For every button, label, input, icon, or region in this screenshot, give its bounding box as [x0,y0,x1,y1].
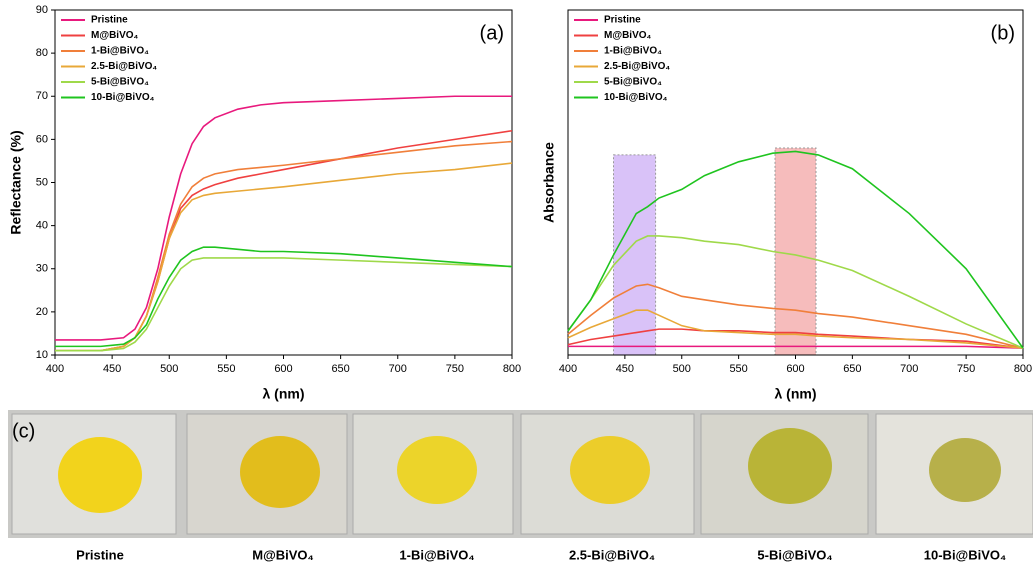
legend-label: 1-Bi@BiVO₄ [604,46,662,57]
legend-label: 1-Bi@BiVO₄ [91,46,149,57]
x-tick-label: 700 [389,363,407,375]
x-tick-label: 800 [503,363,521,375]
x-tick-label: 600 [786,363,804,375]
series-line [55,142,512,351]
y-tick-label: 90 [36,4,48,16]
x-tick-label: 650 [843,363,861,375]
photo-sample [570,436,650,504]
series-line [55,96,512,340]
y-tick-label: 40 [36,220,48,232]
x-tick-label: 400 [559,363,577,375]
photo-caption: 2.5-Bi@BiVO₄ [569,547,655,562]
series-line [55,163,512,351]
legend-label: Pristine [604,15,641,26]
legend-label: 5-Bi@BiVO₄ [604,77,662,88]
x-tick-label: 500 [160,363,178,375]
x-tick-label: 700 [900,363,918,375]
photo-caption: 1-Bi@BiVO₄ [399,547,474,562]
legend-label: Pristine [91,15,128,26]
photo-sample [929,438,1001,502]
figure: (c) Pristine M@BiVO₄ 1-Bi@BiVO₄ 2.5-Bi@BiVO… [0,0,1033,566]
x-tick-label: 600 [274,363,292,375]
photo-caption: Pristine [76,547,124,562]
x-tick-label: 400 [46,363,64,375]
photo-caption: 10-Bi@BiVO₄ [924,547,1006,562]
x-tick-label: 450 [103,363,121,375]
panel-label: (b) [991,22,1015,44]
legend-label: 10-Bi@BiVO₄ [91,92,155,103]
photo-sample [58,437,142,513]
legend-label: M@BiVO₄ [91,30,139,41]
legend-label: 2.5-Bi@BiVO₄ [604,61,670,72]
x-tick-label: 500 [673,363,691,375]
photo-sample [397,436,477,504]
photos [8,410,1033,538]
y-tick-label: 20 [36,306,48,318]
x-tick-label: 550 [217,363,235,375]
x-tick-label: 450 [616,363,634,375]
y-tick-label: 30 [36,263,48,275]
series-line [55,131,512,351]
x-axis-title: λ (nm) [775,386,817,402]
x-tick-label: 750 [446,363,464,375]
x-tick-label: 550 [729,363,747,375]
x-axis-title: λ (nm) [263,386,305,402]
highlight-band [614,155,656,355]
y-tick-label: 80 [36,47,48,59]
x-tick-label: 650 [331,363,349,375]
y-axis-title: Absorbance [541,142,557,223]
legend-label: 10-Bi@BiVO₄ [604,92,668,103]
panel-label: (c) [12,420,35,442]
y-tick-label: 50 [36,176,48,188]
y-tick-label: 70 [36,90,48,102]
legend-label: M@BiVO₄ [604,30,652,41]
y-tick-label: 10 [36,349,48,361]
y-axis-title: Reflectance (%) [8,130,24,234]
legend-label: 2.5-Bi@BiVO₄ [91,61,157,72]
x-tick-label: 800 [1014,363,1032,375]
x-tick-label: 750 [957,363,975,375]
panel-label: (a) [480,22,504,44]
captions: Pristine M@BiVO₄ 1-Bi@BiVO₄ 2.5-Bi@BiVO₄ 5-B… [76,547,1006,562]
legend-label: 5-Bi@BiVO₄ [91,77,149,88]
highlight-band [775,148,816,355]
photo-sample [748,428,832,504]
photo-caption: 5-Bi@BiVO₄ [757,547,832,562]
photo-caption: M@BiVO₄ [252,547,313,562]
photo-sample [240,436,320,508]
series-line [55,247,512,346]
y-tick-label: 60 [36,133,48,145]
